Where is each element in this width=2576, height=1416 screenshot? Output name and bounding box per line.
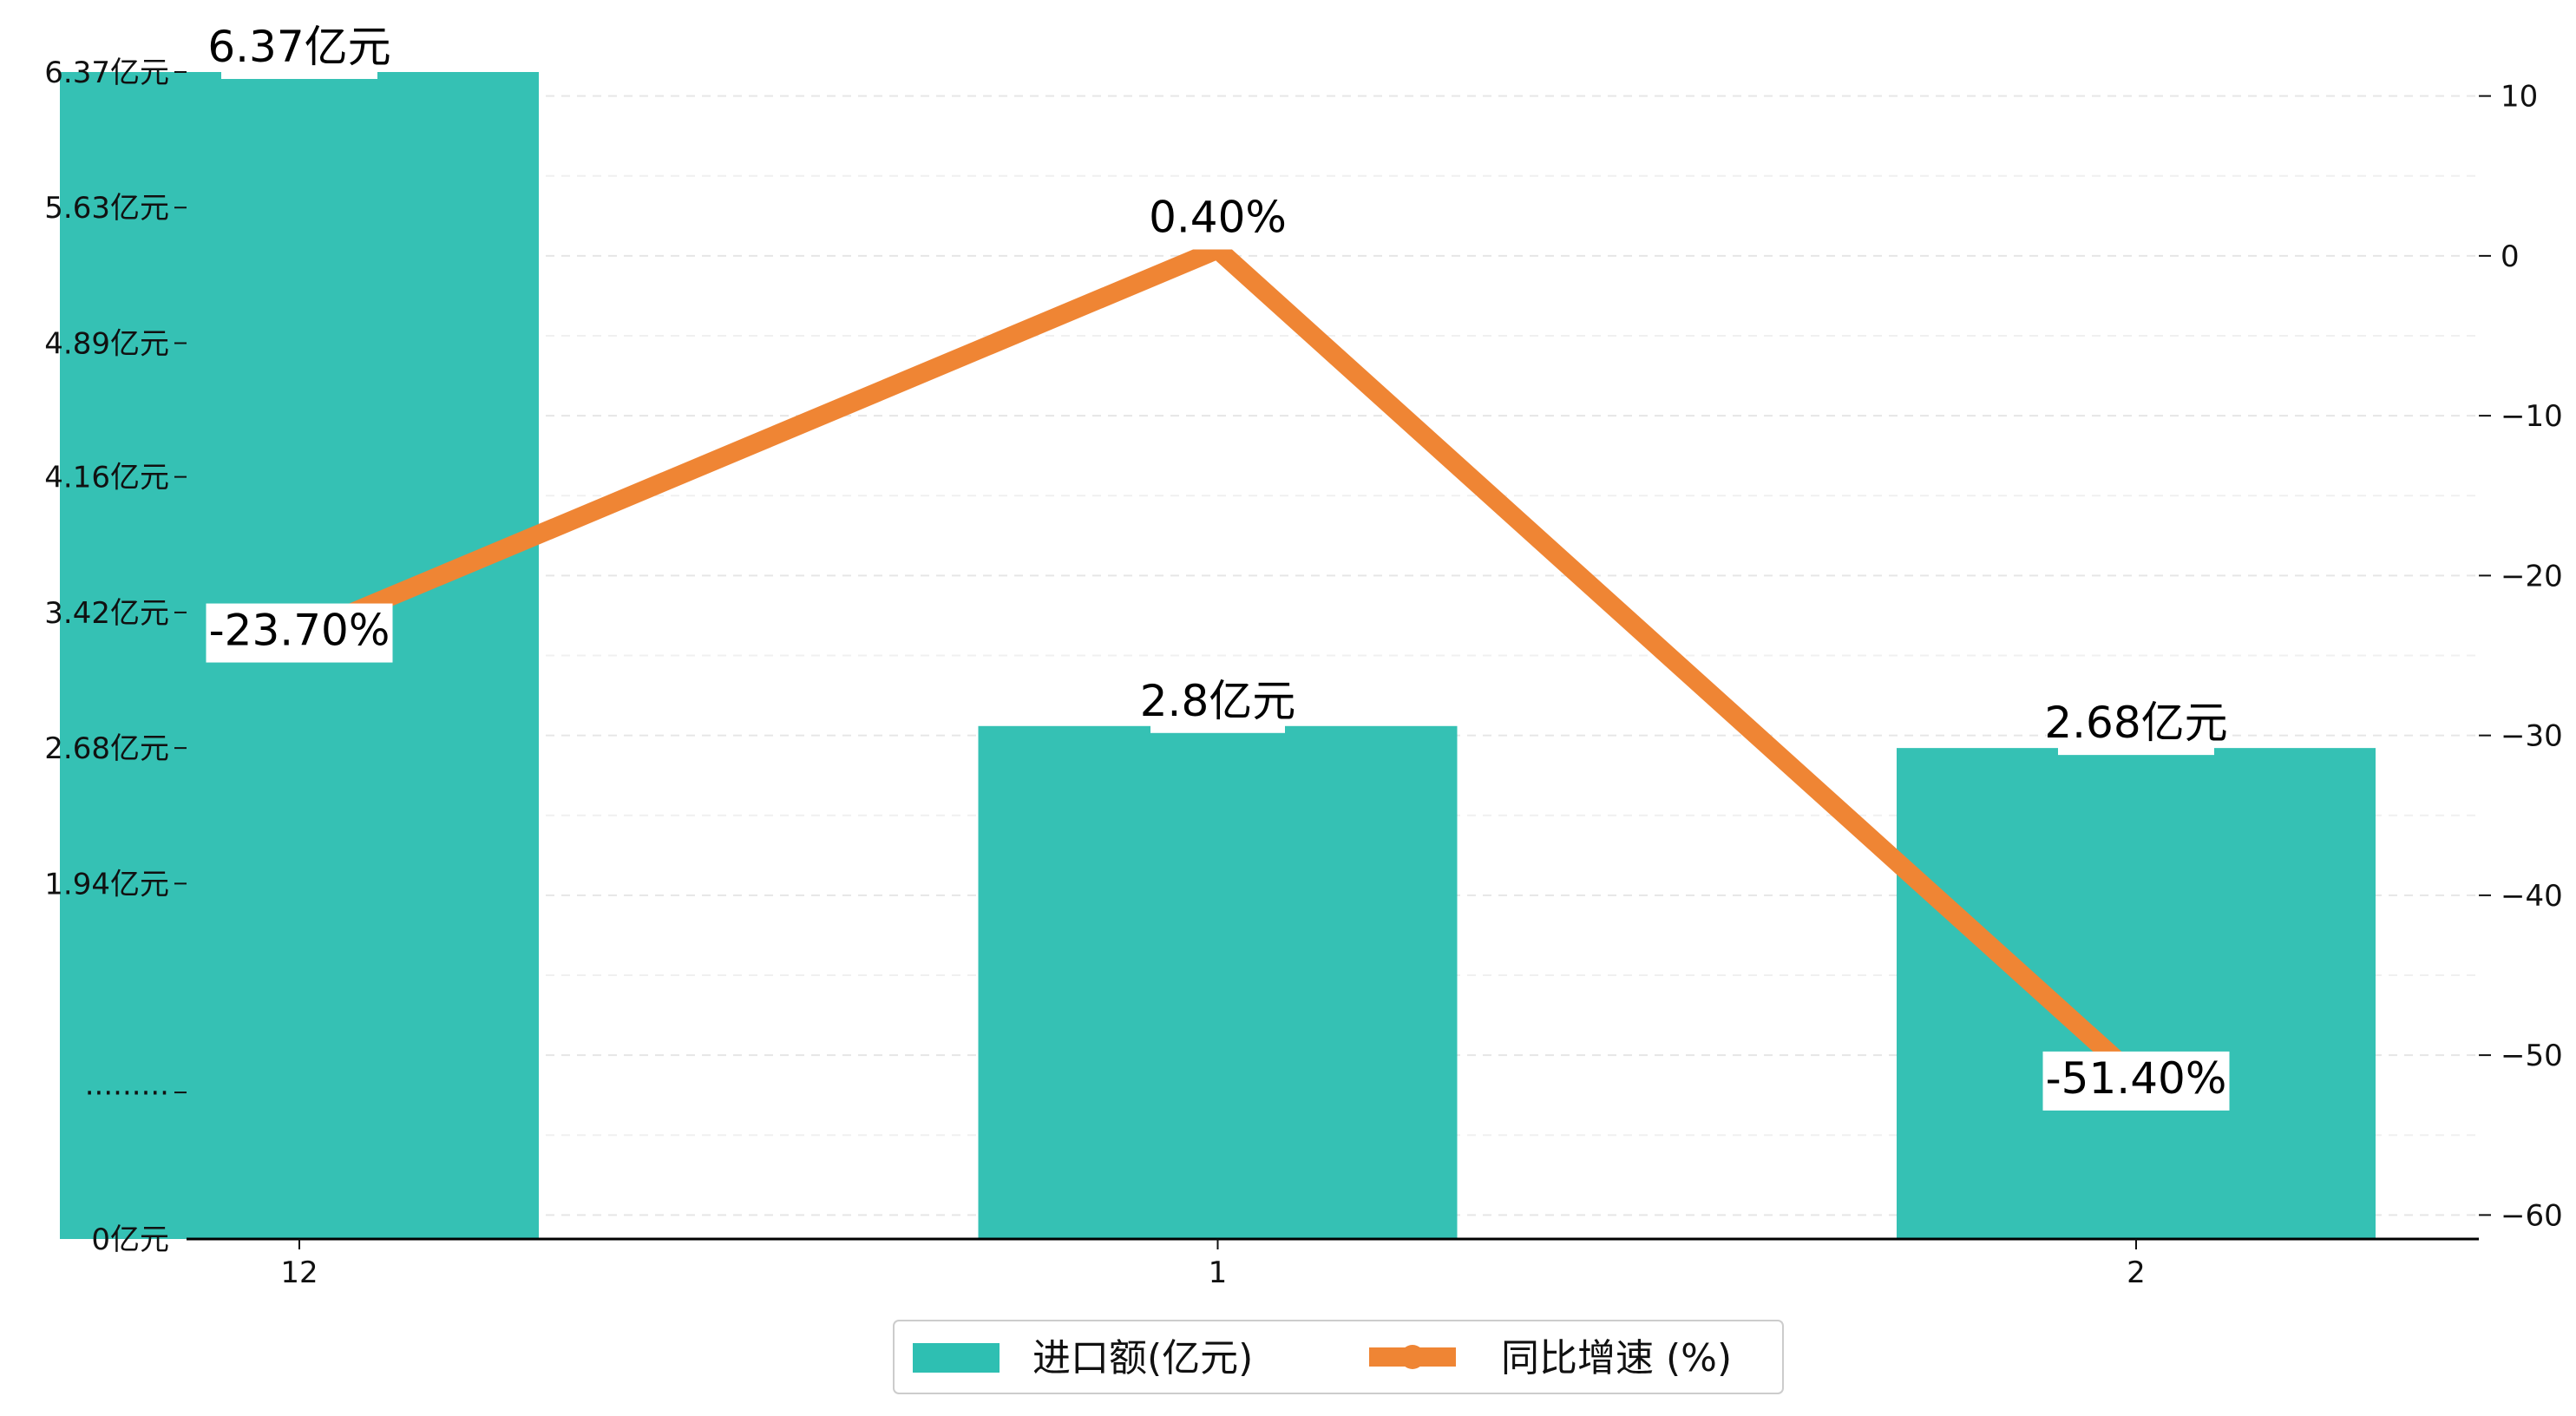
growth-value-label-12-group: -23.70% bbox=[206, 603, 393, 663]
y-left-tick-label-5: 4.16亿元 bbox=[44, 461, 169, 495]
y-right-tick-label-2: −10 bbox=[2501, 399, 2563, 434]
x-tick-label-12: 12 bbox=[280, 1255, 318, 1290]
y-right-tick-label-4: −30 bbox=[2501, 719, 2563, 754]
bar-value-label-12-group: 6.37亿元 bbox=[207, 20, 391, 79]
x-tick-label-2: 2 bbox=[2127, 1255, 2146, 1290]
data-labels: 6.37亿元 2.8亿元 2.68亿元 -23.70% 0.40% -51.40% bbox=[206, 20, 2230, 1111]
y-right-tick-label-5: −40 bbox=[2501, 879, 2563, 914]
growth-value-label-2-group: -51.40% bbox=[2042, 1051, 2230, 1111]
bar-value-label-1-group: 2.8亿元 bbox=[1140, 673, 1296, 733]
legend-label-bar: 进口额(亿元) bbox=[1032, 1336, 1253, 1380]
y-left-tick-label-2: 1.94亿元 bbox=[44, 867, 169, 901]
bar-value-label-1-box bbox=[1150, 673, 1285, 733]
growth-value-label-12: -23.70% bbox=[209, 606, 390, 656]
legend: 进口额(亿元) 同比增速 (%) bbox=[893, 1320, 1784, 1394]
y-left-tick-label-7: 5.63亿元 bbox=[44, 191, 169, 226]
y-left-tick-label-3: 2.68亿元 bbox=[44, 731, 169, 766]
bar-2 bbox=[1897, 748, 2376, 1239]
growth-value-label-1-group: 0.40% bbox=[1146, 190, 1289, 250]
bar-value-label-12: 6.37亿元 bbox=[207, 22, 390, 72]
bar-value-label-2: 2.68亿元 bbox=[2044, 698, 2227, 748]
growth-value-label-12-box bbox=[206, 603, 393, 663]
legend-frame bbox=[893, 1320, 1784, 1394]
bar-value-label-2-group: 2.68亿元 bbox=[2044, 696, 2228, 756]
y-right-tick-label-3: −20 bbox=[2501, 559, 2563, 593]
x-tick-label-1: 1 bbox=[1209, 1255, 1228, 1290]
bar-value-label-1: 2.8亿元 bbox=[1140, 676, 1296, 726]
legend-swatch-marker bbox=[1400, 1345, 1425, 1369]
bar-value-label-2-box bbox=[2058, 696, 2214, 756]
growth-value-label-1-box bbox=[1146, 190, 1289, 250]
growth-value-label-2-box bbox=[2042, 1051, 2230, 1111]
growth-value-label-1: 0.40% bbox=[1149, 193, 1287, 243]
y-left-tick-label-1: ········· bbox=[85, 1076, 169, 1111]
y-right-tick-label-1: 0 bbox=[2501, 239, 2520, 274]
growth-value-label-2: -51.40% bbox=[2046, 1053, 2227, 1104]
y-right-tick-label-6: −50 bbox=[2501, 1039, 2563, 1073]
bar-1 bbox=[978, 725, 1458, 1239]
y-left-tick-label-4: 3.42亿元 bbox=[44, 596, 169, 631]
y-left-tick-label-8: 6.37亿元 bbox=[44, 56, 169, 90]
y-right-tick-label-0: 10 bbox=[2501, 80, 2538, 115]
legend-label-line: 同比增速 (%) bbox=[1501, 1336, 1732, 1380]
y-right-tick-label-7: −60 bbox=[2501, 1198, 2563, 1233]
axes: 0亿元 ········· 1.94亿元 2.68亿元 3.42亿元 4.16亿元 4.89… bbox=[44, 56, 2562, 1290]
y-left-tick-label-0: 0亿元 bbox=[91, 1223, 169, 1257]
bar-value-label-12-box bbox=[221, 20, 377, 79]
legend-swatch-bar bbox=[913, 1343, 1000, 1373]
y-left-tick-label-6: 4.89亿元 bbox=[44, 326, 169, 361]
